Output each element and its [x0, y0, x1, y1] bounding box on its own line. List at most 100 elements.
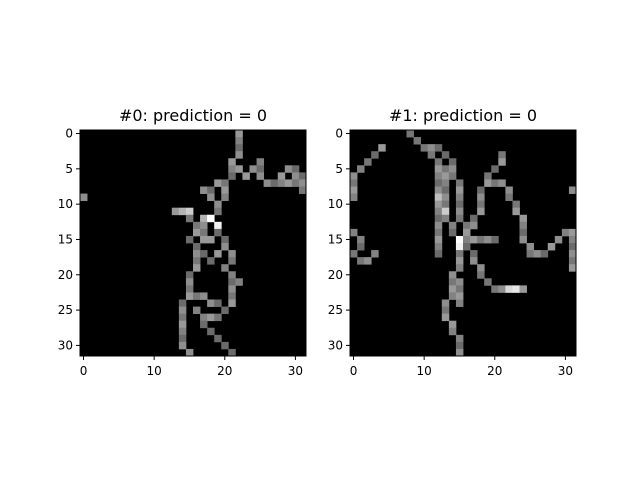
pixel-cell	[371, 151, 379, 159]
pixel-cell	[221, 186, 229, 194]
pixel-cell	[357, 243, 365, 251]
pixel-cell	[193, 243, 201, 251]
pixel-cell	[455, 250, 464, 258]
y-tick-label: 5	[65, 162, 73, 176]
pixel-cell	[228, 348, 236, 357]
pixel-cell	[214, 228, 222, 237]
pixel-cell	[221, 179, 229, 187]
pixel-cell	[200, 228, 208, 237]
pixel-cell	[427, 144, 436, 152]
y-tick-label: 15	[58, 232, 73, 246]
pixel-cell	[463, 221, 471, 230]
pixel-cell	[193, 264, 201, 272]
pixel-cell	[178, 334, 187, 343]
pixel-cell	[434, 243, 443, 251]
pixel-cell	[455, 334, 464, 343]
pixel-cell	[484, 179, 492, 187]
pixel-cell	[455, 341, 464, 350]
pixel-cell	[448, 327, 457, 336]
pixel-cell	[207, 193, 215, 202]
pixel-cell	[185, 348, 194, 357]
pixel-cell	[291, 165, 300, 173]
pixel-cell	[256, 158, 265, 166]
pixel-cell	[455, 235, 464, 244]
y-tick-label: 10	[58, 197, 73, 211]
pixel-cell	[178, 207, 187, 216]
pixel-cell	[235, 165, 243, 173]
pixel-cell	[448, 285, 457, 293]
pixel-cell	[455, 299, 464, 307]
y-tick-label: 25	[328, 303, 343, 317]
pixel-cell	[214, 207, 222, 216]
x-tick-label: 0	[80, 364, 88, 378]
pixel-cell	[221, 193, 229, 202]
pixel-cell	[434, 214, 443, 223]
pixel-cell	[441, 207, 450, 216]
pixel-cell	[434, 158, 443, 166]
pixel-cell	[526, 250, 535, 258]
y-tick-label: 5	[335, 162, 343, 176]
pixel-cell	[357, 257, 365, 265]
y-tick-label: 10	[328, 197, 343, 211]
pixel-cell	[441, 165, 450, 173]
pixel-cell	[350, 179, 358, 187]
pixel-cell	[221, 264, 229, 272]
pixel-cell	[364, 158, 372, 166]
pixel-cell	[207, 214, 215, 223]
x-tick-label: 0	[350, 364, 358, 378]
pixel-cell	[455, 214, 464, 223]
pixel-cell	[448, 271, 457, 279]
pixel-cell	[434, 221, 443, 230]
pixel-cell	[477, 193, 485, 202]
pixel-cell	[178, 327, 187, 336]
pixel-cell	[228, 285, 236, 293]
pixel-cell	[434, 235, 443, 244]
pixel-cell	[455, 179, 464, 187]
pixel-cell	[298, 186, 307, 194]
pixel-cell	[463, 243, 471, 251]
pixel-cell	[526, 243, 535, 251]
pixel-cell	[200, 313, 208, 322]
pixel-cell	[291, 179, 300, 187]
pixel-cell	[357, 235, 365, 244]
pixel-cell	[200, 250, 208, 258]
pixel-cell	[434, 172, 443, 180]
pixel-cell	[185, 214, 194, 223]
y-axis-ticks: 0 5 10 15 20 25 30	[328, 127, 350, 352]
pixel-cell	[207, 327, 215, 336]
pixel-cell	[434, 165, 443, 173]
pixel-cell	[441, 306, 450, 315]
pixel-cell	[193, 250, 201, 258]
pixel-cell	[357, 165, 365, 173]
pixel-cell	[477, 271, 485, 279]
pixel-cell	[214, 179, 222, 187]
pixel-cell	[228, 172, 236, 180]
pixel-cell	[214, 334, 222, 343]
pixel-cell	[448, 278, 457, 286]
pixel-cell	[519, 221, 527, 230]
pixel-cell	[200, 186, 208, 194]
pixel-cell	[256, 172, 265, 180]
pixel-cell	[249, 165, 257, 173]
pixel-cell	[350, 172, 358, 180]
pixel-cell	[455, 348, 464, 357]
panel-0: #0: prediction = 0 0 10 20 30 0 5 10 15 20 25 30	[58, 106, 307, 378]
pixel-cell	[214, 221, 222, 230]
x-tick-label: 10	[147, 364, 162, 378]
pixel-cell	[420, 144, 429, 152]
pixel-cell	[547, 243, 556, 251]
pixel-cell	[484, 235, 492, 244]
x-tick-label: 10	[417, 364, 432, 378]
pixel-cell	[441, 151, 450, 159]
pixel-cell	[193, 228, 201, 237]
pixel-cell	[519, 228, 527, 237]
pixel-cell	[364, 257, 372, 265]
pixel-cell	[434, 200, 443, 209]
pixel-cell	[434, 179, 443, 187]
pixel-cell	[193, 221, 201, 230]
pixel-cell	[228, 299, 236, 307]
pixel-cell	[568, 257, 577, 265]
pixel-cell	[455, 264, 464, 272]
pixel-cell	[80, 193, 88, 202]
pixel-cell	[193, 306, 201, 315]
